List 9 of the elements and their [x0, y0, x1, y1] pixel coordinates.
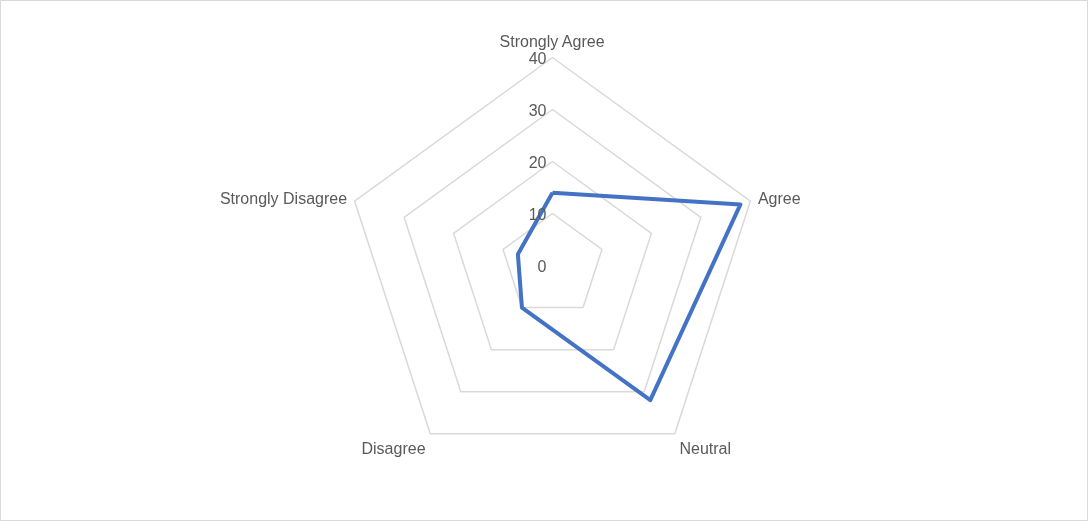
- spoke-label: Strongly Agree: [499, 32, 605, 50]
- y-tick-label: 40: [528, 49, 547, 67]
- y-tick-label: 30: [528, 101, 547, 119]
- spoke-label: Strongly Disagree: [219, 190, 348, 208]
- spoke-label: Neutral: [679, 440, 732, 458]
- spoke-label: Disagree: [361, 440, 426, 458]
- y-tick-label: 0: [537, 257, 547, 275]
- spoke-label: Agree: [757, 190, 801, 208]
- y-tick-label: 20: [528, 153, 547, 171]
